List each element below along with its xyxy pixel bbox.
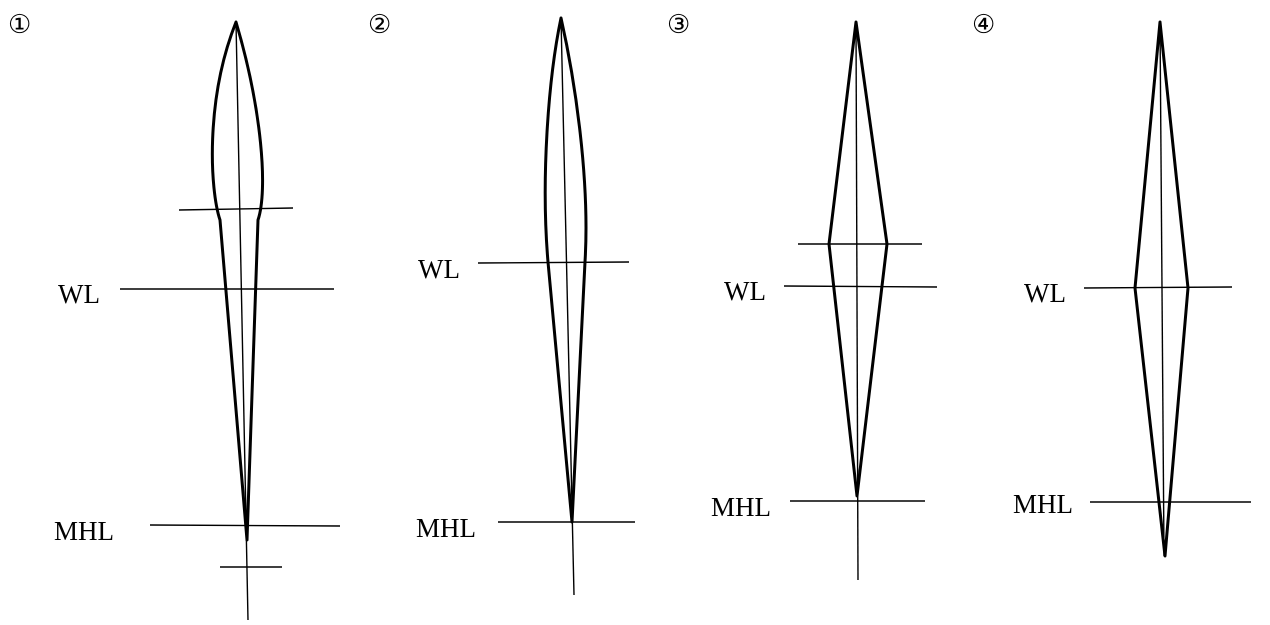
figure-3: ③ WL MHL <box>667 10 938 581</box>
figure-2-wl-label: WL <box>418 254 460 284</box>
figure-2-wl-line <box>477 261 630 264</box>
figure-1-upper-line <box>178 207 294 211</box>
figure-4-mhl-label: MHL <box>1013 489 1073 519</box>
figure-4-centerline <box>1159 21 1165 557</box>
figure-2-number: ② <box>368 10 391 40</box>
figure-1: ① WL MHL <box>8 10 341 621</box>
figure-2: ② WL MHL <box>368 10 635 596</box>
figure-1-mhl-label: MHL <box>54 516 114 546</box>
figure-4-wl-line <box>1083 286 1233 289</box>
figure-4-wl-label: WL <box>1024 278 1066 308</box>
figure-4-hull-outline <box>1133 20 1190 558</box>
figure-3-wl-label: WL <box>724 276 766 306</box>
figure-1-mhl-line <box>149 524 341 527</box>
figure-2-hull-outline <box>543 16 588 524</box>
figure-1-number: ① <box>8 10 31 40</box>
figure-3-wl-line <box>783 285 938 288</box>
figure-2-mhl-label: MHL <box>416 513 476 543</box>
figure-1-wl-label: WL <box>58 279 100 309</box>
figure-4-number: ④ <box>972 10 995 40</box>
figure-4: ④ WL MHL <box>972 10 1251 558</box>
figure-3-mhl-label: MHL <box>711 492 771 522</box>
figure-1-hull-outline <box>210 20 265 542</box>
figure-3-number: ③ <box>667 10 690 40</box>
figure-3-hull-outline <box>827 20 889 498</box>
